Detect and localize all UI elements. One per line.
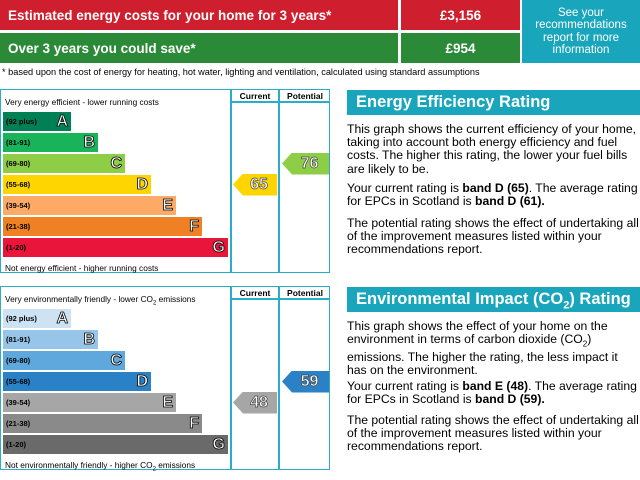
rating-band-c: (69-80) C <box>3 154 125 173</box>
band-range: (81-91) <box>6 138 31 147</box>
band-range: (81-91) <box>6 335 31 344</box>
band-letter: C <box>110 155 122 173</box>
rating-band-b: (81-91) B <box>3 330 98 349</box>
energy-potential-paragraph: The potential rating shows the effect of… <box>347 216 639 257</box>
rating-band-e: (39-54) E <box>3 196 176 215</box>
band-range: (1-20) <box>6 440 27 449</box>
saving-row: Over 3 years you could save* £954 <box>0 33 520 63</box>
band-range: (55-68) <box>6 377 31 386</box>
band-range: (21-38) <box>6 222 31 231</box>
band-range: (55-68) <box>6 180 31 189</box>
rating-band-g: (1-20) G <box>3 435 228 454</box>
potential-rating-arrow: 76 <box>282 152 329 175</box>
band-range: (69-80) <box>6 356 31 365</box>
energy-cost-value: £3,156 <box>401 0 520 30</box>
energy-desc-paragraph: This graph shows the current efficiency … <box>347 122 637 176</box>
current-column-header: Current <box>232 90 278 103</box>
band-letter: A <box>56 113 68 131</box>
footnote: * based upon the cost of energy for heat… <box>2 67 480 77</box>
chart-bottom-caption: Not energy efficient - higher running co… <box>5 263 159 273</box>
column-divider <box>230 287 232 469</box>
band-range: (92 plus) <box>6 314 37 323</box>
chart-bottom-caption: Not environmentally friendly - higher CO… <box>5 460 196 473</box>
environmental-impact-chart: Very environmentally friendly - lower CO… <box>0 286 330 473</box>
potential-rating-arrow: 59 <box>282 370 329 393</box>
band-letter: E <box>162 394 173 412</box>
energy-cost-label: Estimated energy costs for your home for… <box>0 0 398 30</box>
chart-top-caption: Very energy efficient - lower running co… <box>5 97 159 107</box>
rating-band-b: (81-91) B <box>3 133 98 152</box>
column-divider <box>278 287 280 469</box>
energy-rating-heading: Energy Efficiency Rating <box>347 90 640 115</box>
energy-cost-row: Estimated energy costs for your home for… <box>0 0 520 30</box>
potential-column-header: Potential <box>280 287 330 300</box>
rating-band-c: (69-80) C <box>3 351 125 370</box>
band-letter: G <box>212 436 225 454</box>
rating-band-a: (92 plus) A <box>3 112 71 131</box>
current-rating-arrow: 48 <box>233 391 277 414</box>
rating-band-a: (92 plus) A <box>3 309 71 328</box>
environmental-desc-paragraph: This graph shows the effect of your home… <box>347 319 618 378</box>
band-range: (69-80) <box>6 159 31 168</box>
band-letter: C <box>110 352 122 370</box>
column-divider <box>230 90 232 272</box>
rating-band-d: (55-68) D <box>3 175 151 194</box>
environmental-potential-paragraph: The potential rating shows the effect of… <box>347 413 639 454</box>
energy-efficiency-chart: Very energy efficient - lower running co… <box>0 89 330 273</box>
saving-value: £954 <box>401 33 520 63</box>
band-range: (1-20) <box>6 243 27 252</box>
column-divider <box>278 90 280 272</box>
band-range: (21-38) <box>6 419 31 428</box>
band-letter: D <box>136 373 148 391</box>
rating-band-g: (1-20) G <box>3 238 228 257</box>
environmental-current-paragraph: Your current rating is band E (48). The … <box>347 379 637 407</box>
current-rating-arrow: 65 <box>233 173 277 196</box>
band-range: (92 plus) <box>6 117 37 126</box>
energy-current-paragraph: Your current rating is band D (65). The … <box>347 181 638 209</box>
band-letter: E <box>162 197 173 215</box>
saving-label: Over 3 years you could save* <box>0 33 398 63</box>
band-letter: B <box>83 134 95 152</box>
chart-top-caption: Very environmentally friendly - lower CO… <box>5 294 196 307</box>
band-letter: D <box>136 176 148 194</box>
rating-band-d: (55-68) D <box>3 372 151 391</box>
band-letter: G <box>212 239 225 257</box>
band-letter: A <box>56 310 68 328</box>
potential-column-header: Potential <box>280 90 330 103</box>
band-range: (39-54) <box>6 398 31 407</box>
environmental-rating-heading: Environmental Impact (CO2) Rating <box>347 287 640 312</box>
band-range: (39-54) <box>6 201 31 210</box>
rating-band-f: (21-38) F <box>3 217 202 236</box>
recommendations-link[interactable]: See your recommendations report for more… <box>522 0 640 63</box>
band-letter: F <box>189 415 200 433</box>
current-column-header: Current <box>232 287 278 300</box>
rating-band-f: (21-38) F <box>3 414 202 433</box>
band-letter: B <box>83 331 95 349</box>
band-letter: F <box>189 218 200 236</box>
rating-band-e: (39-54) E <box>3 393 176 412</box>
